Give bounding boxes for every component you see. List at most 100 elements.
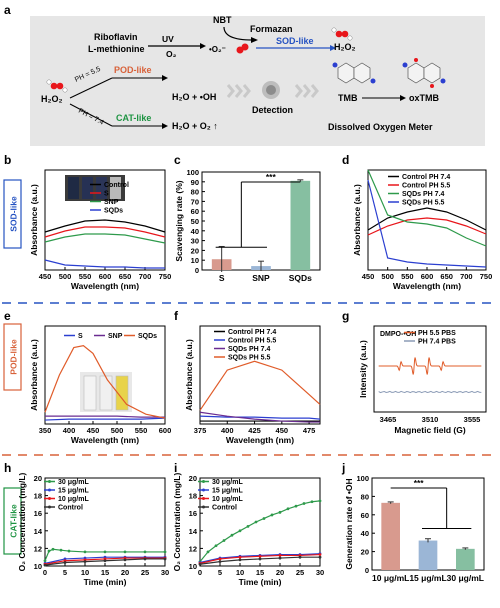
data-point-i-3 xyxy=(318,555,322,559)
data-point-h-0 xyxy=(163,550,167,554)
legend-marker-i-0 xyxy=(202,480,205,483)
y-axis-label-h: O₂ Concentration (mg/L) xyxy=(17,472,27,571)
data-point-h-3 xyxy=(163,557,167,561)
data-point-i-0 xyxy=(222,539,226,542)
legend-label-i-1: 15 μg/mL xyxy=(212,488,243,495)
data-point-h-3 xyxy=(123,558,127,562)
x-tick-label-b: 750 xyxy=(159,272,172,281)
series-line-d-3 xyxy=(367,179,487,268)
x-tick-label-h: 20 xyxy=(121,568,129,577)
y-axis-label-f: Absorbance (a.u.) xyxy=(184,339,194,411)
y-tick-label-c: 10 xyxy=(191,256,199,265)
oxtmb-molecule-icon xyxy=(402,58,446,88)
x-tick-label-f: 475 xyxy=(303,426,316,435)
data-point-i-0 xyxy=(294,504,298,508)
x-tick-label-f: 450 xyxy=(276,426,289,435)
detection-icon xyxy=(262,81,280,99)
y-tick-label-c: 80 xyxy=(191,188,199,197)
series-line-b-1 xyxy=(44,226,166,238)
legend-label-e-1: SNP xyxy=(108,333,123,340)
sod-badge xyxy=(3,179,22,249)
data-point-i-2 xyxy=(318,553,322,556)
y-tick-label-c: 70 xyxy=(191,197,199,206)
tmb-arrowhead xyxy=(400,95,406,101)
data-point-i-3 xyxy=(298,555,302,559)
legend-label-b-0: Control xyxy=(104,182,129,189)
legend-label-d-0: Control PH 7.4 xyxy=(402,174,450,181)
panel-label-j: j xyxy=(341,461,345,475)
panel-label-b: b xyxy=(4,153,11,167)
ph74-branch xyxy=(69,103,113,127)
ph55-branch xyxy=(69,77,113,99)
bar-j-2 xyxy=(456,548,475,570)
legend-label-f-2: SQDs PH 7.4 xyxy=(228,346,271,353)
data-point-i-0 xyxy=(230,533,234,537)
y-tick-label-h: 10 xyxy=(34,562,42,571)
nbt-label: NBT xyxy=(213,15,232,25)
y-tick-label-c: 30 xyxy=(191,237,199,246)
h2o2-molecule-icon-top xyxy=(331,27,353,41)
category-label-j-0: 10 μg/mL xyxy=(372,573,409,583)
x-tick-label-e: 350 xyxy=(39,426,52,435)
pod-arrowhead xyxy=(162,75,168,81)
riboflavin-text: Riboflavin L-methionine xyxy=(88,32,145,54)
vials-photo-b xyxy=(65,175,125,201)
series-line-b-0 xyxy=(44,219,166,233)
bar-j-1 xyxy=(418,540,438,570)
dmpo-oh-label: DMPO-•OH xyxy=(380,331,416,338)
x-tick-label-g: 3555 xyxy=(464,415,481,424)
significance-mark-j: *** xyxy=(414,478,425,488)
legend-label-h-0: 30 μg/mL xyxy=(58,479,89,486)
legend-marker-h-1 xyxy=(48,488,51,492)
legend-label-i-3: Control xyxy=(212,505,237,512)
data-point-i-0 xyxy=(278,510,282,514)
h2o2-top-label: H₂O₂ xyxy=(334,42,356,52)
y-tick-label-i: 14 xyxy=(189,527,198,536)
category-label-j-1: 15 μg/mL xyxy=(409,573,446,583)
legend-label-e-2: SQDs xyxy=(138,333,157,340)
data-point-i-3 xyxy=(218,560,222,563)
bar-j-0 xyxy=(381,502,400,570)
x-tick-label-i: 20 xyxy=(276,568,284,577)
data-point-i-0 xyxy=(270,513,274,517)
plot-frame-g xyxy=(373,325,487,413)
category-label-c-0: S xyxy=(219,273,225,283)
data-point-i-3 xyxy=(258,557,262,561)
data-point-h-0 xyxy=(51,547,55,551)
y-tick-label-j: 0 xyxy=(365,566,369,575)
significance-mark-c: *** xyxy=(266,172,277,182)
esr-line-ph55 xyxy=(378,357,482,375)
legend-label-b-3: SQDs xyxy=(104,208,123,215)
y-tick-label-h: 18 xyxy=(34,492,42,501)
y-tick-label-c: 90 xyxy=(191,178,199,187)
y-axis-label-b: Absorbance (a.u.) xyxy=(29,184,39,256)
pod-badge-text: POD-like xyxy=(9,339,19,375)
category-label-c-1: SNP xyxy=(252,273,270,283)
plot-frame-e xyxy=(44,325,166,425)
panel-label-i: i xyxy=(174,461,177,475)
x-tick-label-h: 0 xyxy=(43,568,47,577)
x-axis-label-h: Time (min) xyxy=(84,577,127,587)
data-point-h-0 xyxy=(59,548,63,552)
legend-marker-i-3 xyxy=(202,505,205,509)
x-axis-label-g: Magnetic field (G) xyxy=(394,425,465,435)
x-tick-label-i: 30 xyxy=(316,568,324,577)
sod-arrowhead xyxy=(330,45,336,51)
series-line-d-2 xyxy=(367,169,487,247)
x-tick-label-e: 600 xyxy=(159,426,172,435)
x-tick-label-e: 450 xyxy=(87,426,100,435)
y-axis-label-c: Scavenging rate (%) xyxy=(174,180,184,261)
y-tick-label-i: 12 xyxy=(189,544,197,553)
x-tick-label-h: 10 xyxy=(81,568,89,577)
cat-badge-text: CAT-like xyxy=(9,504,19,538)
data-point-i-2 xyxy=(238,555,242,559)
x-axis-label-b: Wavelength (nm) xyxy=(71,281,139,291)
series-line-f-2 xyxy=(199,411,320,423)
h2o2-molecule-icon-left xyxy=(46,79,68,93)
legend-label-h-3: Control xyxy=(58,505,83,512)
nbt-arrowhead xyxy=(251,37,258,43)
legend-label-f-0: Control PH 7.4 xyxy=(228,329,276,336)
data-point-h-3 xyxy=(63,561,67,564)
x-tick-label-b: 550 xyxy=(79,272,92,281)
